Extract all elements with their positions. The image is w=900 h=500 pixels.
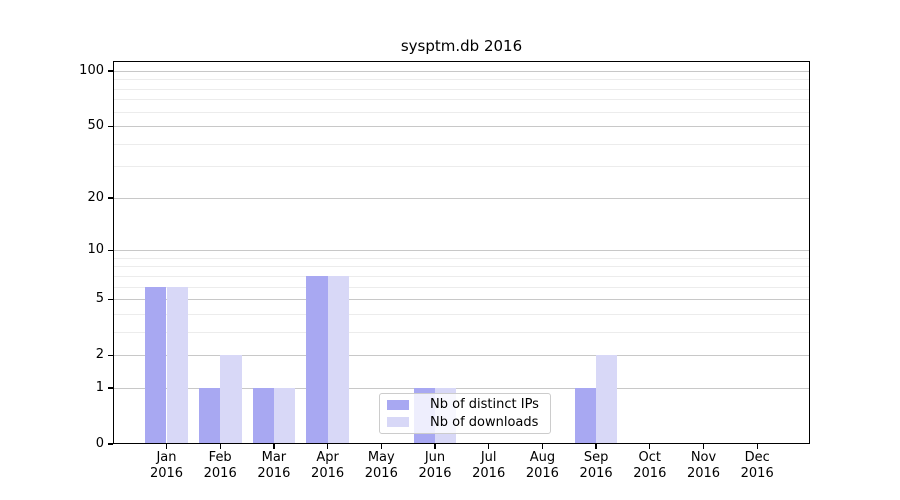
x-tick-mark-oct bbox=[649, 444, 651, 449]
x-tick-label-dec: Dec 2016 bbox=[740, 450, 774, 481]
y-tick-mark-10 bbox=[108, 249, 113, 251]
bar-nb-of-downloads-sep bbox=[596, 355, 618, 444]
y-tick-label-1: 1 bbox=[95, 379, 104, 395]
gridline-y-40 bbox=[113, 143, 810, 145]
bar-nb-of-distinct-ips-mar bbox=[252, 387, 274, 444]
gridline-y-8 bbox=[113, 266, 810, 268]
x-tick-label-sep: Sep 2016 bbox=[579, 450, 613, 481]
x-tick-label-oct: Oct 2016 bbox=[633, 450, 667, 481]
bar-nb-of-distinct-ips-feb bbox=[198, 387, 221, 444]
x-tick-mark-jan bbox=[165, 444, 168, 449]
gridline-y-30 bbox=[113, 166, 810, 168]
gridline-y-7 bbox=[113, 275, 810, 277]
x-tick-label-nov: Nov 2016 bbox=[686, 450, 721, 481]
gridline-y-60 bbox=[113, 111, 810, 113]
legend-swatch-nb-of-distinct-ips bbox=[387, 399, 409, 410]
gridline-y-2 bbox=[113, 355, 810, 357]
bar-nb-of-distinct-ips-jan bbox=[145, 286, 167, 444]
bar-nb-of-downloads-jan bbox=[166, 286, 188, 444]
legend-label-nb-of-distinct-ips: Nb of distinct IPs bbox=[430, 397, 539, 413]
x-tick-mark-jul bbox=[488, 444, 490, 449]
x-tick-label-feb: Feb 2016 bbox=[203, 450, 237, 481]
gridline-y-1 bbox=[113, 387, 810, 389]
x-tick-label-jun: Jun 2016 bbox=[418, 450, 452, 481]
legend: Nb of distinct IPs Nb of downloads bbox=[379, 393, 551, 434]
gridline-y-6 bbox=[113, 286, 810, 288]
legend-swatch-nb-of-downloads bbox=[387, 417, 409, 428]
plot-border bbox=[113, 61, 810, 444]
x-tick-mark-dec bbox=[756, 444, 758, 449]
legend-item-nb-of-distinct-ips: Nb of distinct IPs bbox=[387, 398, 543, 411]
x-tick-mark-apr bbox=[326, 444, 329, 449]
y-tick-mark-20 bbox=[108, 197, 113, 199]
bar-nb-of-downloads-feb bbox=[220, 355, 242, 444]
gridline-y-70 bbox=[113, 99, 810, 101]
x-tick-mark-aug bbox=[541, 444, 544, 449]
legend-label-nb-of-downloads: Nb of downloads bbox=[430, 414, 539, 430]
y-tick-mark-1 bbox=[108, 387, 113, 389]
y-tick-label-20: 20 bbox=[87, 189, 104, 205]
bar-nb-of-distinct-ips-sep bbox=[574, 387, 597, 444]
x-tick-label-aug: Aug 2016 bbox=[525, 450, 559, 481]
gridline-y-3 bbox=[113, 331, 810, 333]
y-tick-label-50: 50 bbox=[87, 118, 104, 134]
x-tick-label-mar: Mar 2016 bbox=[257, 450, 291, 481]
y-tick-mark-2 bbox=[108, 354, 113, 356]
x-tick-mark-sep bbox=[595, 444, 597, 449]
x-tick-label-may: May 2016 bbox=[364, 450, 398, 481]
y-tick-mark-50 bbox=[108, 125, 113, 127]
gridline-y-9 bbox=[113, 257, 810, 259]
gridline-y-80 bbox=[113, 88, 810, 90]
gridline-y-20 bbox=[113, 197, 810, 199]
y-tick-label-100: 100 bbox=[79, 62, 104, 78]
gridline-y-4 bbox=[113, 313, 810, 315]
x-tick-label-jul: Jul 2016 bbox=[472, 450, 506, 481]
gridline-y-100 bbox=[113, 70, 810, 72]
y-tick-mark-100 bbox=[108, 70, 113, 72]
y-tick-label-0: 0 bbox=[95, 436, 104, 451]
y-tick-mark-0 bbox=[108, 443, 113, 445]
bar-nb-of-distinct-ips-apr bbox=[306, 275, 328, 444]
x-tick-label-jan: Jan 2016 bbox=[149, 450, 184, 481]
gridline-y-10 bbox=[113, 250, 810, 252]
x-tick-mark-may bbox=[380, 444, 382, 449]
y-tick-label-10: 10 bbox=[87, 242, 104, 258]
gridline-y-50 bbox=[113, 126, 810, 128]
y-tick-label-2: 2 bbox=[95, 347, 104, 363]
x-tick-mark-jun bbox=[434, 444, 436, 449]
bar-nb-of-downloads-mar bbox=[273, 387, 296, 444]
y-tick-label-5: 5 bbox=[95, 291, 104, 307]
x-tick-mark-feb bbox=[219, 444, 221, 449]
plot-area: Nb of distinct IPs Nb of downloads bbox=[113, 61, 810, 444]
x-tick-mark-nov bbox=[702, 444, 705, 449]
y-tick-mark-5 bbox=[108, 298, 113, 300]
chart-title: sysptm.db 2016 bbox=[400, 37, 523, 55]
bar-nb-of-downloads-apr bbox=[327, 275, 349, 444]
x-tick-label-apr: Apr 2016 bbox=[311, 450, 345, 481]
gridline-y-90 bbox=[113, 79, 810, 81]
gridline-y-5 bbox=[113, 299, 810, 301]
legend-item-nb-of-downloads: Nb of downloads bbox=[387, 416, 543, 429]
x-tick-mark-mar bbox=[273, 444, 275, 449]
